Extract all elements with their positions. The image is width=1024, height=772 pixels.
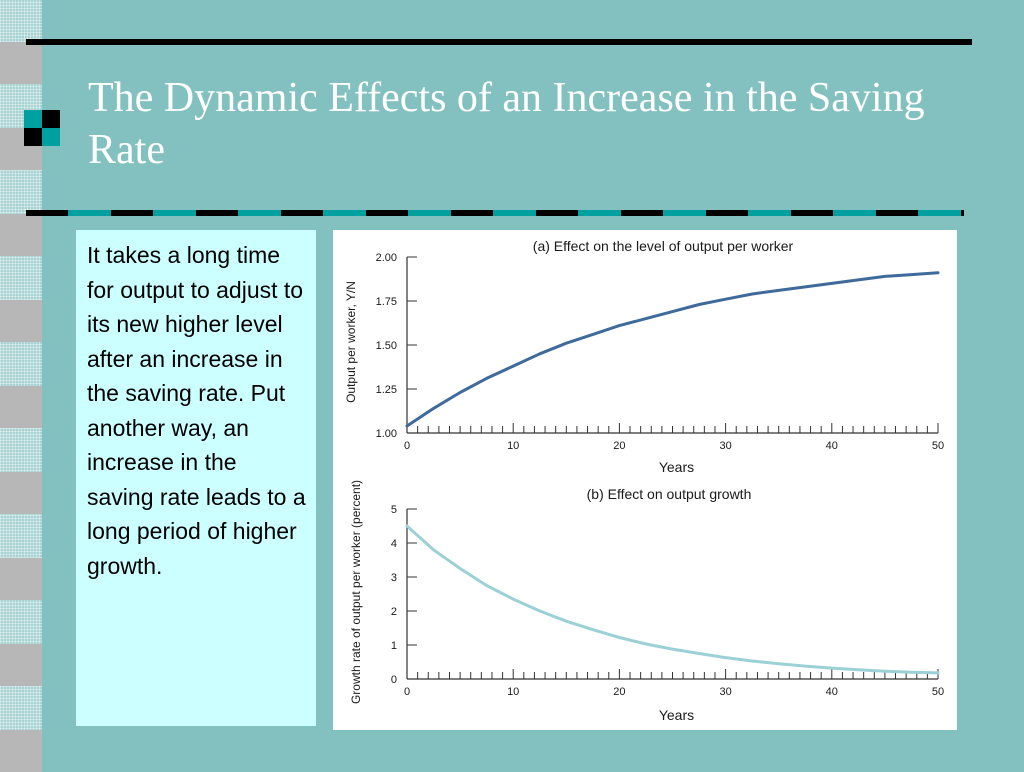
x-tick-label: 40 xyxy=(826,440,838,452)
y-axis-label: Output per worker, Y/N xyxy=(344,281,358,403)
chart-title: (a) Effect on the level of output per wo… xyxy=(533,238,794,254)
y-tick-label: 1.50 xyxy=(376,340,397,352)
text-box: It takes a long time for output to adjus… xyxy=(76,230,316,726)
body-text: It takes a long time for output to adjus… xyxy=(87,242,306,579)
x-axis-label: Years xyxy=(659,707,694,723)
strip-band xyxy=(0,386,42,428)
y-tick-label: 3 xyxy=(391,572,397,584)
top-rule xyxy=(26,39,972,45)
x-tick-label: 0 xyxy=(404,440,410,452)
y-tick-label: 1.75 xyxy=(376,296,397,308)
x-tick-label: 10 xyxy=(507,686,519,698)
charts-svg: (a) Effect on the level of output per wo… xyxy=(344,238,944,723)
y-tick-label: 1.00 xyxy=(376,428,397,440)
x-tick-label: 0 xyxy=(404,686,410,698)
y-tick-label: 1 xyxy=(391,640,397,652)
x-tick-label: 50 xyxy=(932,440,944,452)
chart-title: (b) Effect on output growth xyxy=(587,486,752,502)
x-tick-label: 40 xyxy=(826,686,838,698)
x-tick-label: 10 xyxy=(507,440,519,452)
strip-band xyxy=(0,300,42,342)
y-axis-label: Growth rate of output per worker (percen… xyxy=(349,480,363,704)
y-tick-label: 2.00 xyxy=(376,252,397,264)
series-line xyxy=(405,524,940,675)
strip-band xyxy=(0,558,42,600)
y-tick-label: 4 xyxy=(391,538,397,550)
x-axis-label: Years xyxy=(659,459,694,475)
chart-card: (a) Effect on the level of output per wo… xyxy=(333,230,957,730)
y-tick-label: 5 xyxy=(391,504,397,516)
x-tick-label: 20 xyxy=(613,686,625,698)
x-tick-label: 30 xyxy=(719,440,731,452)
chart-panel-b: (b) Effect on output growth 0 10 20 30 40 50 0 1… xyxy=(349,480,944,723)
x-tick-label: 30 xyxy=(719,686,731,698)
slide-title: The Dynamic Effects of an Increase in th… xyxy=(88,75,925,173)
strip-band xyxy=(0,214,42,256)
strip-band xyxy=(0,42,42,84)
x-tick-label: 50 xyxy=(932,686,944,698)
title-divider xyxy=(26,210,964,216)
y-tick-label: 0 xyxy=(391,674,397,686)
title-bullet-icon xyxy=(24,110,60,146)
y-tick-label: 1.25 xyxy=(376,384,397,396)
chart-panel-a: (a) Effect on the level of output per wo… xyxy=(344,238,944,475)
y-tick-label: 2 xyxy=(391,606,397,618)
strip-band xyxy=(0,644,42,686)
strip-band xyxy=(0,472,42,514)
x-tick-label: 20 xyxy=(613,440,625,452)
series-line xyxy=(405,271,940,428)
strip-band xyxy=(0,730,42,772)
